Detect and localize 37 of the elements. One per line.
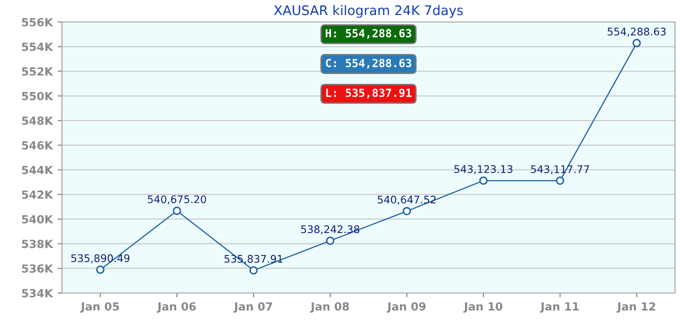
- point: [249, 266, 258, 275]
- point: [556, 176, 564, 185]
- point: [479, 176, 488, 185]
- point: [172, 206, 182, 215]
- y-tick-label: 556K: [22, 18, 54, 26]
- y-tick-label: 552K: [22, 67, 54, 76]
- data-label: 554,288.63: [608, 28, 666, 37]
- point: [96, 266, 104, 274]
- x-tick-label: Jan 07: [234, 302, 272, 313]
- x-tick-label: Jan 10: [463, 302, 502, 313]
- x-tick-label: Jan 05: [80, 302, 119, 313]
- annotation: H: 554,288.63: [326, 29, 412, 39]
- y-tick-label: 554K: [22, 42, 54, 52]
- point: [402, 206, 411, 216]
- data-label: 543,123.13: [454, 165, 512, 174]
- y-tick-label: 536K: [22, 264, 54, 273]
- y-tick-label: 538K: [22, 240, 54, 248]
- y-tick-label: 534K: [22, 288, 54, 298]
- point: [326, 236, 334, 245]
- x-tick-label: Jan 08: [310, 302, 349, 313]
- data-label: 538,242.38: [301, 225, 360, 234]
- y-tick-label: 550K: [22, 92, 54, 100]
- data-label: 540,647.52: [378, 196, 436, 205]
- x-tick-label: Jan 06: [156, 302, 196, 313]
- annotation: L: 535,837.91: [326, 88, 412, 98]
- y-tick-label: 544K: [22, 166, 54, 174]
- y-tick-label: 546K: [22, 141, 54, 150]
- annotation: C: 554,288.63: [326, 58, 412, 69]
- x-tick-label: Jan 09: [386, 302, 426, 313]
- x-tick-label: Jan 11: [540, 302, 579, 313]
- chart-title: XAUSAR kilogram 24K 7days: [274, 5, 463, 18]
- y-tick-label: 542K: [22, 190, 54, 199]
- y-tick-label: 548K: [22, 116, 54, 125]
- y-tick-label: 540K: [22, 215, 54, 224]
- x-tick-label: Jan 12: [616, 302, 656, 313]
- point: [632, 38, 641, 48]
- data-label: 540,675.20: [148, 195, 206, 204]
